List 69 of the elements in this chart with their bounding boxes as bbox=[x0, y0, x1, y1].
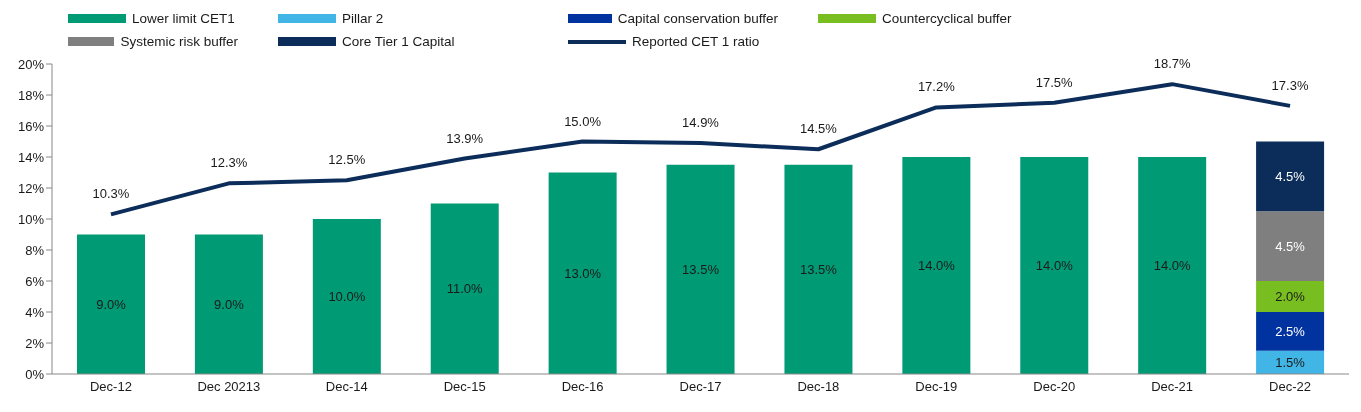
x-tick-label: Dec-15 bbox=[443, 379, 486, 395]
x-tick-label: Dec-20 bbox=[1033, 379, 1076, 395]
bar bbox=[784, 164, 853, 374]
y-tick-label: 16% bbox=[17, 118, 45, 134]
data-label: 10.0% bbox=[328, 289, 366, 304]
data-label: 13.9% bbox=[446, 130, 484, 146]
data-label: 15.0% bbox=[564, 113, 602, 129]
data-label: 17.3% bbox=[1271, 77, 1309, 93]
bar bbox=[1256, 281, 1325, 312]
data-label: 14.0% bbox=[917, 258, 956, 273]
data-label: 1.5% bbox=[1275, 354, 1306, 370]
data-label: 4.5% bbox=[1275, 168, 1306, 184]
y-tick-label: 0% bbox=[25, 366, 45, 382]
x-tick-label: Dec-14 bbox=[325, 379, 368, 395]
data-label: 17.5% bbox=[1035, 74, 1074, 90]
legend-label: Capital conservation buffer bbox=[617, 10, 778, 26]
x-tick-label: Dec-12 bbox=[89, 379, 132, 395]
y-tick-label: 14% bbox=[17, 149, 45, 165]
x-tick-label: Dec 20213 bbox=[197, 379, 261, 395]
y-tick-label: 2% bbox=[25, 335, 45, 351]
data-label: 2.5% bbox=[1275, 323, 1306, 339]
legend-label: Systemic risk buffer bbox=[120, 34, 238, 50]
legend-label: Core Tier 1 Capital bbox=[342, 34, 455, 50]
legend-label: Reported CET 1 ratio bbox=[632, 34, 760, 50]
y-tick-label: 12% bbox=[17, 180, 45, 196]
data-label: 14.0% bbox=[1153, 258, 1192, 273]
bar bbox=[1256, 141, 1325, 212]
y-tick-label: 4% bbox=[25, 304, 45, 320]
data-label: 17.2% bbox=[917, 79, 956, 95]
data-label: 9.0% bbox=[214, 296, 245, 312]
legend-label: Countercyclical buffer bbox=[882, 10, 1012, 26]
bar bbox=[1020, 157, 1089, 374]
y-tick-label: 18% bbox=[17, 87, 45, 103]
data-label: 4.5% bbox=[1275, 238, 1306, 254]
data-label: 10.3% bbox=[92, 186, 130, 202]
y-tick-label: 8% bbox=[25, 242, 45, 258]
data-label: 14.9% bbox=[682, 115, 720, 131]
legend-label: Pillar 2 bbox=[342, 10, 384, 26]
x-tick-label: Dec-21 bbox=[1151, 379, 1194, 395]
x-tick-label: Dec-16 bbox=[561, 379, 604, 395]
bar bbox=[902, 157, 971, 374]
bar bbox=[194, 234, 263, 374]
bar bbox=[1256, 312, 1325, 351]
data-label: 13.0% bbox=[564, 265, 602, 281]
bar bbox=[1138, 157, 1207, 374]
data-label: 13.5% bbox=[800, 261, 838, 277]
data-label: 13.5% bbox=[682, 261, 720, 277]
bar bbox=[77, 234, 145, 374]
data-label: 9.0% bbox=[96, 296, 127, 312]
data-label: 18.7% bbox=[1153, 56, 1191, 72]
data-label: 14.5% bbox=[799, 121, 838, 137]
y-tick-label: 6% bbox=[25, 273, 45, 289]
legend-label: Lower limit CET1 bbox=[132, 10, 235, 26]
x-tick-label: Dec-18 bbox=[797, 379, 840, 395]
x-tick-label: Dec-19 bbox=[915, 379, 958, 395]
x-tick-label: Dec-17 bbox=[679, 379, 722, 395]
data-label: 11.0% bbox=[446, 281, 484, 297]
data-label: 2.0% bbox=[1275, 289, 1306, 304]
bar bbox=[430, 203, 499, 374]
x-tick-label: Dec-22 bbox=[1269, 379, 1312, 395]
y-tick-label: 10% bbox=[17, 211, 45, 227]
bar bbox=[666, 164, 735, 374]
data-label: 12.5% bbox=[328, 152, 366, 168]
bar bbox=[312, 219, 381, 374]
data-label: 14.0% bbox=[1035, 258, 1074, 273]
data-label: 12.3% bbox=[210, 155, 248, 171]
y-tick-label: 20% bbox=[17, 56, 45, 72]
bar bbox=[548, 172, 617, 374]
bar bbox=[1256, 211, 1325, 281]
